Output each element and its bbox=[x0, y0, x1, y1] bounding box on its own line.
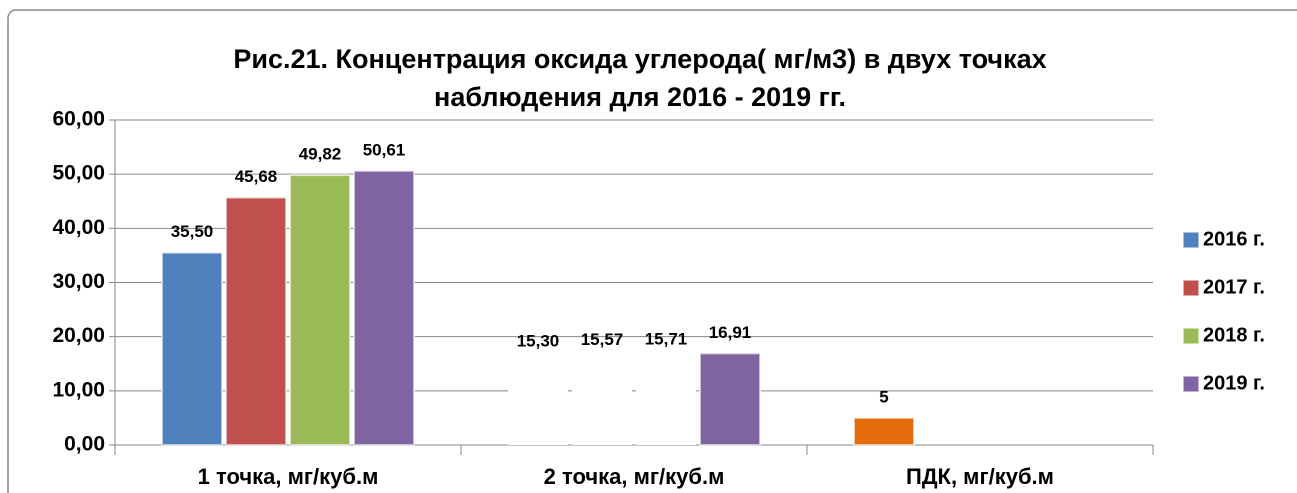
data-label: 16,91 bbox=[709, 323, 752, 342]
legend-label: 2016 г. bbox=[1203, 228, 1265, 250]
data-label: 45,68 bbox=[235, 167, 278, 186]
data-label: 5 bbox=[879, 387, 888, 406]
bar bbox=[161, 251, 223, 446]
chart-title: Рис.21. Концентрация оксида углерода( мг… bbox=[233, 44, 1047, 112]
bar bbox=[508, 362, 568, 445]
x-tick-label: 1 точка, мг/куб.м bbox=[198, 464, 379, 489]
bar bbox=[289, 174, 351, 446]
legend-label: 2019 г. bbox=[1203, 372, 1265, 394]
data-label: 50,61 bbox=[363, 140, 406, 159]
legend-swatch bbox=[1182, 375, 1200, 393]
y-tick-label: 10,00 bbox=[52, 378, 105, 401]
bar bbox=[636, 359, 696, 445]
bar bbox=[572, 360, 632, 445]
y-tick-label: 0,00 bbox=[64, 433, 105, 456]
legend-swatch bbox=[1182, 327, 1200, 345]
data-label: 15,30 bbox=[517, 332, 560, 351]
data-label: 15,57 bbox=[581, 330, 624, 349]
data-label: 49,82 bbox=[299, 145, 342, 164]
bar bbox=[853, 416, 915, 446]
bar bbox=[225, 196, 287, 446]
y-tick-label: 30,00 bbox=[52, 270, 105, 293]
y-tick-label: 40,00 bbox=[52, 216, 105, 239]
y-tick-label: 60,00 bbox=[52, 108, 105, 131]
legend-label: 2017 г. bbox=[1203, 276, 1265, 298]
data-label: 35,50 bbox=[171, 222, 214, 241]
y-tick-label: 50,00 bbox=[52, 162, 105, 185]
x-tick-label: 2 точка, мг/куб.м bbox=[544, 464, 725, 489]
data-label: 15,71 bbox=[645, 329, 688, 348]
legend-swatch bbox=[1182, 231, 1200, 249]
bar bbox=[353, 169, 415, 447]
y-tick-label: 20,00 bbox=[52, 324, 105, 347]
bar bbox=[699, 352, 761, 447]
legend-swatch bbox=[1182, 279, 1200, 297]
legend-label: 2018 г. bbox=[1203, 324, 1265, 346]
x-tick-label: ПДК, мг/куб.м bbox=[906, 464, 1054, 489]
